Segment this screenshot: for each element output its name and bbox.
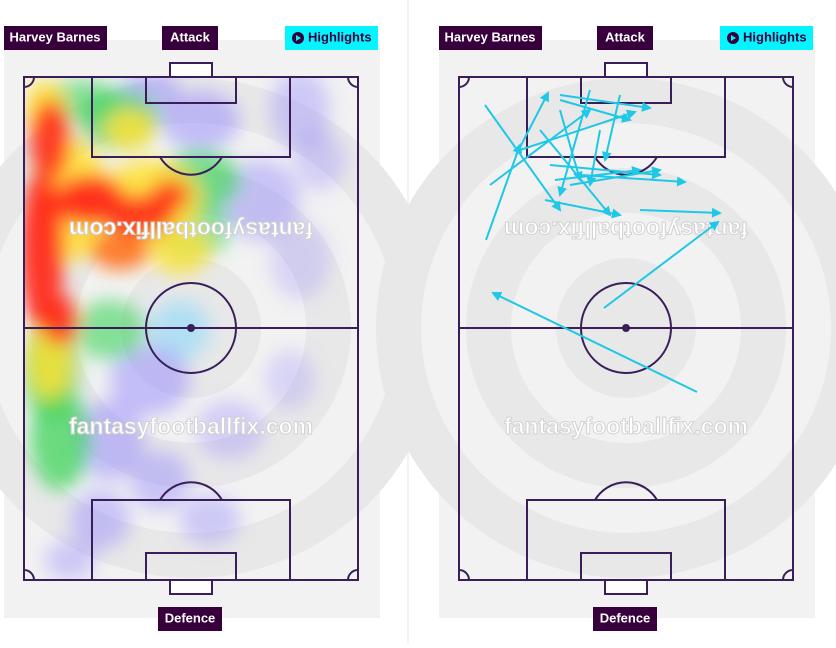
corner-arc [347, 569, 359, 581]
penalty-arc [594, 156, 658, 176]
corner-arc [347, 76, 359, 88]
heatmap [24, 77, 345, 580]
heat-blob [75, 300, 145, 360]
penalty-arc [159, 481, 223, 501]
defence-tag [593, 607, 657, 631]
heat-blob [90, 230, 150, 270]
pass-arrow [579, 174, 687, 187]
heat-blob [110, 345, 190, 415]
corner-arc [458, 76, 470, 88]
attack-tag [162, 26, 218, 50]
button-label: Highlights [308, 29, 372, 44]
heat-blob [75, 400, 145, 480]
centre-spot [622, 324, 630, 332]
heat-blob [150, 180, 190, 210]
pass-arrow [601, 94, 621, 162]
goal [169, 62, 213, 78]
defence-tag [158, 607, 222, 631]
watermark: fantasyfootballfix.com [504, 217, 748, 243]
pass-arrow [603, 220, 720, 309]
heat-blob [270, 220, 330, 300]
goal [604, 579, 648, 595]
corner-arc [23, 76, 35, 88]
defence-label: Defence [165, 610, 216, 625]
watermark: fantasyfootballfix.com [69, 413, 313, 439]
player-name: Harvey Barnes [444, 29, 535, 44]
heat-blob [30, 100, 70, 180]
heat-blob [150, 225, 210, 275]
player-tag [4, 26, 107, 50]
heat-blob [42, 295, 78, 345]
corner-arc [782, 76, 794, 88]
panel: fantasyfootballfix.com fantasyfootballfix… [376, 26, 836, 631]
heat-blob [45, 540, 95, 580]
pass-arrow [544, 199, 622, 219]
heat-blob [195, 400, 265, 460]
highlights-button[interactable]: Highlights [285, 26, 378, 50]
penalty-arc [594, 481, 658, 501]
heat-blob [160, 90, 240, 150]
centre-circle [580, 282, 672, 374]
centre-circle [145, 282, 237, 374]
pass-arrow [559, 109, 583, 182]
pass-arrow [554, 165, 642, 181]
watermark: fantasyfootballfix.com [69, 217, 313, 243]
penalty-arc [159, 156, 223, 176]
player-tag [439, 26, 542, 50]
heat-blob [150, 300, 210, 360]
heat-blob [265, 350, 315, 410]
pitch-lines [23, 62, 359, 595]
goal [604, 62, 648, 78]
heat-blob [295, 130, 345, 190]
defence-label: Defence [600, 610, 651, 625]
attack-label: Attack [170, 29, 211, 44]
pass-arrow [639, 207, 722, 218]
pass-arrow [559, 99, 632, 123]
heat-blob [105, 110, 155, 150]
pass-arrow [569, 166, 662, 186]
pass-arrow [484, 104, 562, 212]
watermark: fantasyfootballfix.com [504, 413, 748, 439]
pass-arrow [557, 89, 591, 197]
heat-blob [24, 170, 64, 330]
play-triangle [296, 35, 301, 41]
attack-tag [597, 26, 653, 50]
button-label: Highlights [743, 29, 807, 44]
pitch-lines [458, 62, 794, 595]
corner-arc [458, 569, 470, 581]
panel: fantasyfootballfix.com fantasyfootballfix… [0, 26, 441, 631]
heat-blob [70, 490, 130, 550]
pass-arrow [491, 291, 698, 393]
pass-arrows [484, 89, 722, 393]
goal [169, 579, 213, 595]
corner-arc [23, 569, 35, 581]
centre-spot [187, 324, 195, 332]
attack-label: Attack [605, 29, 646, 44]
pass-arrow [489, 108, 592, 186]
pass-arrow [559, 94, 652, 112]
player-name: Harvey Barnes [9, 29, 100, 44]
pass-arrow [485, 143, 523, 241]
heat-blob [180, 495, 240, 545]
play-triangle [731, 35, 736, 41]
heat-blob [130, 450, 190, 510]
highlights-button[interactable]: Highlights [720, 26, 813, 50]
corner-arc [782, 569, 794, 581]
